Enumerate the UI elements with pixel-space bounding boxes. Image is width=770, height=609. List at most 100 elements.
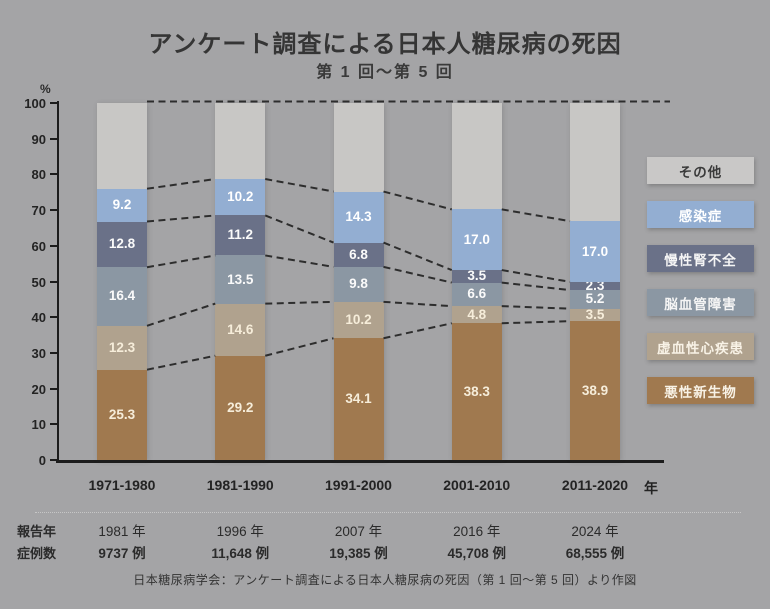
- legend-item-感染症: 感染症: [647, 201, 754, 228]
- segment-感染症: [451, 209, 502, 271]
- dashed-connector: [146, 302, 216, 327]
- chart-title: アンケート調査による日本人糖尿病の死因: [148, 31, 622, 58]
- value-label-脳血管障害: 5.2: [585, 291, 605, 307]
- y-tick-label-70: 70: [31, 203, 46, 219]
- dashed-connector: [501, 305, 571, 310]
- value-label-虚血性心疾患: 3.5: [585, 306, 605, 322]
- segment-脳血管障害: [570, 290, 620, 309]
- dashed-connector: [265, 337, 334, 357]
- y-tick-label-20: 20: [31, 381, 46, 397]
- y-tick-label-90: 90: [31, 131, 46, 147]
- segment-その他: [570, 103, 620, 222]
- value-label-脳血管障害: 16.4: [108, 288, 136, 304]
- dashed-connector: [265, 178, 334, 193]
- value-label-虚血性心疾患: 14.6: [227, 321, 254, 337]
- dashed-connector: [383, 265, 452, 284]
- table-separator: [35, 512, 741, 513]
- value-label-慢性腎不全: 12.8: [108, 236, 136, 252]
- segment-慢性腎不全: [215, 215, 266, 256]
- bar-2011-2020: 38.9 3.5 5.2 2.3 17.0: [570, 103, 620, 460]
- x-tick-label-2001-2010: 2001-2010: [443, 477, 511, 493]
- dashed-connector: [501, 320, 571, 325]
- dashed-connector: [383, 241, 453, 272]
- segment-脳血管障害: [333, 266, 384, 302]
- y-tick-mark-100: [50, 102, 58, 104]
- y-axis-unit-label: %: [40, 82, 51, 96]
- dashed-connector: [264, 214, 334, 244]
- dashed-connector: [383, 322, 452, 340]
- x-axis-unit-label: 年: [644, 480, 658, 496]
- legend-item-虚血性心疾患: 虚血性心疾患: [647, 333, 754, 360]
- dashed-connector: [146, 354, 216, 371]
- y-tick-mark-60: [50, 244, 58, 247]
- x-tick-label-1981-1990: 1981-1990: [206, 477, 274, 493]
- case-count-value: 68,555 例: [565, 546, 625, 561]
- y-tick-label-60: 60: [31, 238, 46, 254]
- dashed-connector: [146, 214, 216, 223]
- x-tick-label-1971-1980: 1971-1980: [88, 477, 156, 493]
- segment-虚血性心疾患: [451, 306, 502, 324]
- value-label-感染症: 14.3: [345, 209, 372, 225]
- y-tick-label-50: 50: [31, 274, 46, 290]
- dashed-connector: [265, 254, 334, 268]
- y-tick-mark-30: [50, 351, 58, 354]
- y-tick-label-100: 100: [24, 96, 46, 111]
- bar-1971-1980: 25.3 12.3 16.4 12.8 9.2: [97, 103, 147, 460]
- y-tick-mark-10: [50, 423, 58, 426]
- segment-悪性新生物: [215, 355, 266, 460]
- legend-item-脳血管障害: 脳血管障害: [647, 289, 754, 316]
- segment-悪性新生物: [333, 338, 384, 460]
- value-label-慢性腎不全: 11.2: [227, 227, 254, 243]
- y-tick-mark-70: [50, 209, 58, 212]
- legend-item-悪性新生物: 悪性新生物: [647, 377, 754, 404]
- dashed-connector: [146, 254, 216, 269]
- case-count-value: 11,648 例: [211, 546, 270, 561]
- x-tick-label-2011-2020: 2011-2020: [561, 477, 629, 493]
- report-year-value: 2016 年: [453, 524, 501, 539]
- segment-慢性腎不全: [333, 242, 384, 267]
- segment-虚血性心疾患: [215, 303, 266, 356]
- segment-虚血性心疾患: [570, 308, 620, 322]
- segment-悪性新生物: [97, 369, 147, 460]
- dashed-connector: [501, 208, 571, 223]
- y-tick-mark-40: [50, 316, 58, 319]
- case-count-value: 19,385 例: [329, 546, 388, 561]
- report-year-value: 1981 年: [98, 524, 146, 539]
- value-label-脳血管障害: 13.5: [227, 271, 254, 287]
- segment-感染症: [333, 191, 384, 243]
- value-label-虚血性心疾患: 12.3: [108, 339, 136, 355]
- segment-虚血性心疾患: [97, 325, 147, 370]
- value-label-悪性新生物: 29.2: [227, 399, 254, 415]
- x-axis-line: [56, 460, 664, 463]
- chart-subtitle: 第 1 回～第 5 回: [316, 64, 454, 81]
- value-label-脳血管障害: 9.8: [349, 276, 368, 292]
- dashed-connector: [501, 269, 571, 283]
- segment-その他: [451, 103, 502, 210]
- segment-慢性腎不全: [570, 281, 620, 291]
- value-label-感染症: 10.2: [227, 189, 254, 205]
- bar-2001-2010: 38.3 4.8 6.6 3.5 17.0: [451, 103, 502, 460]
- dashed-connector: [501, 281, 571, 292]
- legend-item-その他: その他: [647, 157, 754, 184]
- y-tick-mark-90: [50, 137, 58, 140]
- y-tick-label-0: 0: [38, 453, 46, 468]
- value-label-脳血管障害: 6.6: [467, 286, 487, 302]
- segment-脳血管障害: [451, 282, 502, 307]
- value-label-虚血性心疾患: 10.2: [345, 312, 372, 328]
- segment-慢性腎不全: [97, 221, 147, 268]
- bar-1981-1990: 29.2 14.6 13.5 11.2 10.2: [215, 103, 266, 460]
- y-tick-label-80: 80: [31, 167, 46, 183]
- y-tick-label-40: 40: [31, 310, 46, 326]
- segment-慢性腎不全: [451, 270, 502, 283]
- segment-脳血管障害: [215, 255, 266, 304]
- segment-その他: [215, 103, 266, 180]
- segment-感染症: [215, 179, 266, 216]
- segment-悪性新生物: [451, 323, 502, 460]
- value-label-虚血性心疾患: 4.8: [467, 306, 487, 322]
- legend-item-慢性腎不全: 慢性腎不全: [647, 245, 754, 272]
- dashed-connector: [383, 190, 453, 211]
- report-year-value: 2024 年: [571, 524, 619, 539]
- value-label-悪性新生物: 34.1: [345, 391, 372, 407]
- segment-悪性新生物: [570, 321, 620, 460]
